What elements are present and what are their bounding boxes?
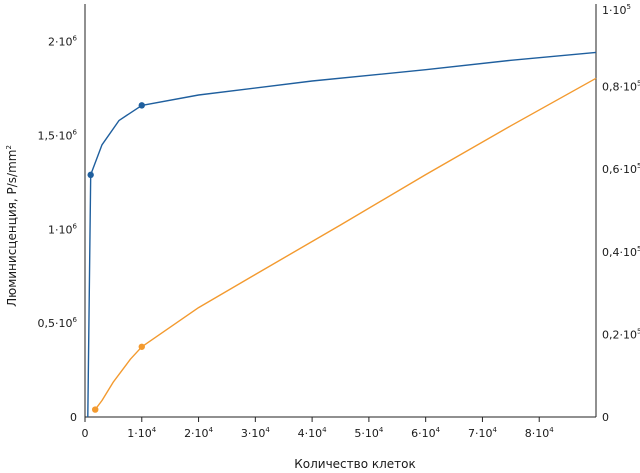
y-left-tick-label: 1,5·106	[38, 128, 78, 142]
y-left-tick-label: 0	[70, 411, 77, 424]
y-right-tick-label-sup: 5	[637, 80, 640, 88]
y-right-tick-label-sup: 5	[637, 327, 640, 335]
y-left-tick-label-sup: 6	[73, 316, 78, 324]
x-tick-label: 5·104	[354, 426, 384, 440]
y-axis-title-sup: 2	[5, 145, 13, 149]
x-tick-label: 4·104	[298, 426, 328, 440]
y-right-tick-label: 0,8·105	[602, 80, 640, 94]
y-left-tick-label-base: 1,5·10	[38, 129, 73, 142]
series	[87, 51, 597, 418]
x-tick-label-sup: 4	[436, 426, 441, 434]
x-tick-label-base: 2·10	[184, 427, 209, 440]
x-tick-label-sup: 4	[322, 426, 327, 434]
x-tick-label-base: 7·10	[468, 427, 493, 440]
y-left-tick-label: 0,5·106	[38, 316, 78, 330]
series-1-point	[138, 102, 145, 109]
y-left-tick-label-base: 0,5·10	[38, 317, 73, 330]
x-tick-label-sup: 4	[379, 426, 384, 434]
y-right-tick-label-base: 0,2·10	[602, 328, 637, 341]
axes	[84, 4, 597, 418]
y-right-tick-label: 0	[602, 411, 609, 424]
series-2-line	[94, 77, 597, 411]
x-tick-label-sup: 4	[265, 426, 270, 434]
series-1-point	[87, 171, 94, 179]
x-tick-label-sup: 4	[549, 426, 554, 434]
y-axis-title-text: Люминисценция, P/s/mm	[5, 150, 19, 307]
y-right-tick-label-base: 1·10	[602, 4, 627, 17]
x-tick-label: 6·104	[411, 426, 441, 440]
series-1-line	[87, 51, 597, 418]
y-axis-title: Люминисценция, P/s/mm2	[5, 145, 19, 307]
y-right-tick-label: 1·105	[602, 3, 631, 17]
y-right-tick-label-sup: 5	[627, 3, 631, 11]
x-tick-label-sup: 4	[209, 426, 214, 434]
y-left-tick-label-sup: 6	[73, 128, 78, 136]
x-tick-label-base: 8·10	[525, 427, 550, 440]
y-right-tick-label-base: 0,6·10	[602, 163, 637, 176]
x-tick-label: 3·104	[241, 426, 270, 440]
x-tick-label-base: 0	[82, 427, 89, 440]
series-2-point	[138, 343, 145, 350]
x-tick-label: 7·104	[468, 426, 498, 440]
x-tick-label: 8·104	[525, 426, 555, 440]
x-tick-label-base: 1·10	[127, 427, 152, 440]
y-left-tick-label-base: 1·10	[48, 223, 73, 236]
y-right-tick-label-base: 0,4·10	[602, 246, 637, 259]
y-left-tick-label: 1·106	[48, 222, 78, 236]
x-tick-label-base: 4·10	[298, 427, 323, 440]
y-right-tick-label: 0,6·105	[602, 162, 640, 176]
series-2-point	[92, 406, 99, 413]
x-tick-label-base: 3·10	[241, 427, 266, 440]
x-tick-label: 2·104	[184, 426, 214, 440]
x-tick-label-base: 6·10	[411, 427, 436, 440]
y-right-tick-label: 0,4·105	[602, 245, 640, 259]
y-left-tick-label-base: 2·10	[48, 36, 73, 49]
y-left-tick-label-base: 0	[70, 411, 77, 424]
y-right-tick-label-base: 0	[602, 411, 609, 424]
tick-labels: 0 1·104 2·104 3·104 4·104 5·104 6·104 7·104 8·10…	[38, 3, 640, 440]
x-tick-label-base: 5·10	[354, 427, 379, 440]
x-tick-label: 0	[82, 427, 89, 440]
x-tick-label-sup: 4	[492, 426, 497, 434]
y-left-tick-label-sup: 6	[73, 222, 78, 230]
y-right-tick-label-sup: 5	[637, 245, 640, 253]
y-left-tick-label-sup: 6	[73, 35, 78, 43]
x-axis-title: Количество клеток	[294, 457, 416, 471]
x-tick-label-sup: 4	[152, 426, 157, 434]
x-tick-label: 1·104	[127, 426, 157, 440]
y-right-tick-label-sup: 5	[637, 162, 640, 170]
y-right-tick-label: 0,2·105	[602, 327, 640, 341]
y-right-tick-label-base: 0,8·10	[602, 81, 637, 94]
y-left-tick-label: 2·106	[48, 35, 78, 49]
